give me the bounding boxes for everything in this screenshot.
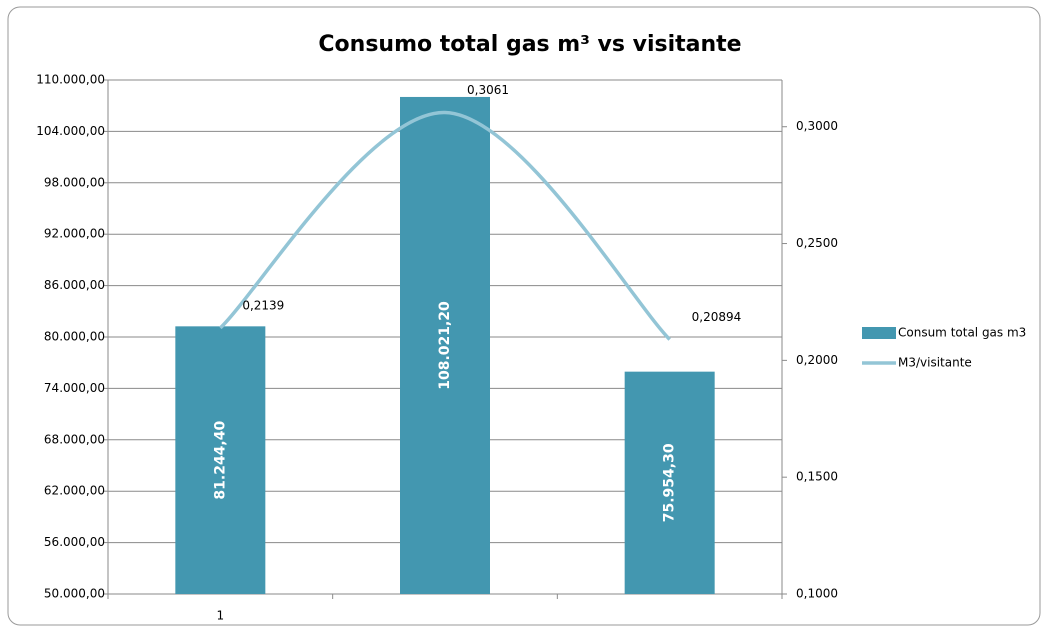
y2-tick-label: 0,2500 — [796, 236, 838, 250]
y2-tick-label: 0,3000 — [796, 119, 838, 133]
line-value-label: 0,3061 — [467, 83, 509, 97]
line-value-label: 0,20894 — [692, 310, 742, 324]
line-value-label: 0,2139 — [242, 298, 284, 312]
y-tick-label: 68.000,00 — [44, 432, 105, 446]
bar-value-label: 108.021,20 — [437, 301, 453, 390]
legend-label: M3/visitante — [898, 356, 972, 370]
legend-swatch — [862, 327, 896, 339]
y-tick-label: 110.000,00 — [36, 73, 105, 87]
y-tick-label: 50.000,00 — [44, 587, 105, 601]
legend-label: Consum total gas m3 — [898, 326, 1026, 340]
y2-tick-label: 0,2000 — [796, 353, 838, 367]
bar-value-label: 75.954,30 — [662, 443, 678, 522]
y-tick-label: 80.000,00 — [44, 330, 105, 344]
x-tick-label: 1 — [217, 609, 225, 623]
bar-value-label: 81.244,40 — [212, 420, 228, 499]
y2-tick-label: 0,1000 — [796, 587, 838, 601]
y-tick-label: 56.000,00 — [44, 535, 105, 549]
y-tick-label: 98.000,00 — [44, 175, 105, 189]
bar — [175, 326, 266, 594]
bar — [400, 96, 490, 594]
chart-title: Consumo total gas m³ vs visitante — [318, 32, 741, 57]
y-tick-label: 62.000,00 — [44, 484, 105, 498]
line — [219, 110, 671, 341]
y2-tick-label: 0,1500 — [796, 470, 838, 484]
y-tick-label: 92.000,00 — [44, 227, 105, 241]
y-tick-label: 74.000,00 — [44, 381, 105, 395]
y-tick-label: 104.000,00 — [36, 124, 105, 138]
y-tick-label: 86.000,00 — [44, 278, 105, 292]
bar — [624, 371, 715, 594]
chart-border — [7, 6, 1041, 626]
